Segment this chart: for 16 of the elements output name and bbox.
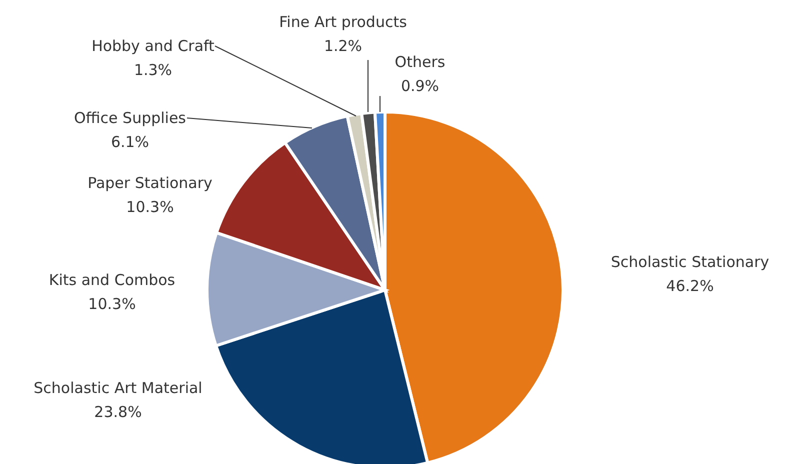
slice-label: Kits and Combos — [48, 271, 176, 289]
data-label: 1.2% — [324, 37, 362, 55]
slice-label: Scholastic Stationary — [610, 253, 770, 271]
data-label: 6.1% — [110, 133, 150, 151]
data-label: 1.3% — [134, 61, 172, 79]
slice-label: Paper Stationary — [88, 174, 213, 192]
data-label: 23.8% — [94, 403, 142, 421]
data-label: 46.2% — [666, 277, 714, 295]
data-label: 10.3% — [88, 295, 136, 313]
slice-label: Fine Art products — [279, 13, 408, 31]
slice-label: Others — [394, 53, 446, 71]
slice-label: Office Supplies — [74, 109, 186, 127]
slice-label: Hobby and Craft — [92, 37, 215, 55]
data-label: 0.9% — [400, 77, 440, 95]
data-label: 10.3% — [126, 198, 174, 216]
slice-label: Scholastic Art Material — [34, 379, 202, 397]
